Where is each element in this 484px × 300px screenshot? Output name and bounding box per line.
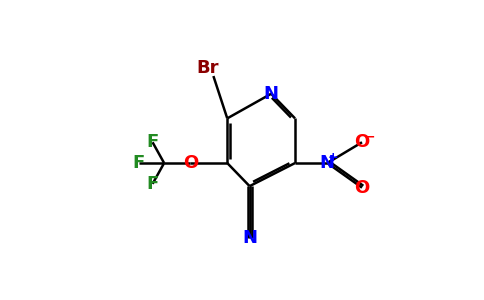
Text: N: N (264, 85, 279, 103)
Text: Br: Br (197, 59, 219, 77)
Text: F: F (147, 175, 159, 193)
Text: F: F (133, 154, 145, 172)
Text: +: + (328, 151, 338, 164)
Text: O: O (354, 133, 370, 151)
Text: O: O (354, 179, 370, 197)
Text: N: N (320, 154, 335, 172)
Text: O: O (182, 154, 198, 172)
Text: N: N (242, 229, 257, 247)
Text: −: − (364, 130, 375, 143)
Text: F: F (147, 133, 159, 151)
